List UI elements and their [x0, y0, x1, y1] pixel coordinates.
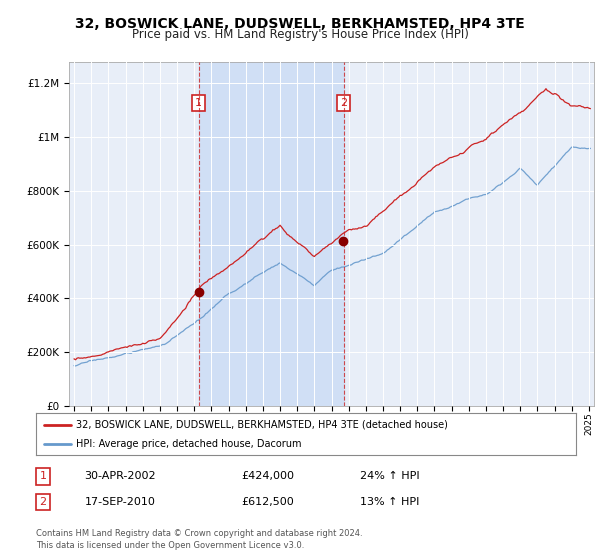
- Text: 13% ↑ HPI: 13% ↑ HPI: [360, 497, 419, 507]
- Text: 17-SEP-2010: 17-SEP-2010: [85, 497, 155, 507]
- Text: HPI: Average price, detached house, Dacorum: HPI: Average price, detached house, Daco…: [77, 439, 302, 449]
- Text: 1: 1: [195, 98, 202, 108]
- Text: £612,500: £612,500: [241, 497, 294, 507]
- Text: £424,000: £424,000: [241, 472, 294, 482]
- Text: 30-APR-2002: 30-APR-2002: [85, 472, 156, 482]
- Bar: [199, 62, 344, 406]
- Text: 1: 1: [40, 472, 47, 482]
- Text: 32, BOSWICK LANE, DUDSWELL, BERKHAMSTED, HP4 3TE (detached house): 32, BOSWICK LANE, DUDSWELL, BERKHAMSTED,…: [77, 419, 448, 430]
- Text: 2: 2: [40, 497, 47, 507]
- Text: Price paid vs. HM Land Registry's House Price Index (HPI): Price paid vs. HM Land Registry's House …: [131, 28, 469, 41]
- Text: Contains HM Land Registry data © Crown copyright and database right 2024.
This d: Contains HM Land Registry data © Crown c…: [36, 529, 362, 550]
- Text: 32, BOSWICK LANE, DUDSWELL, BERKHAMSTED, HP4 3TE: 32, BOSWICK LANE, DUDSWELL, BERKHAMSTED,…: [75, 17, 525, 31]
- Text: 2: 2: [340, 98, 347, 108]
- Text: 24% ↑ HPI: 24% ↑ HPI: [360, 472, 419, 482]
